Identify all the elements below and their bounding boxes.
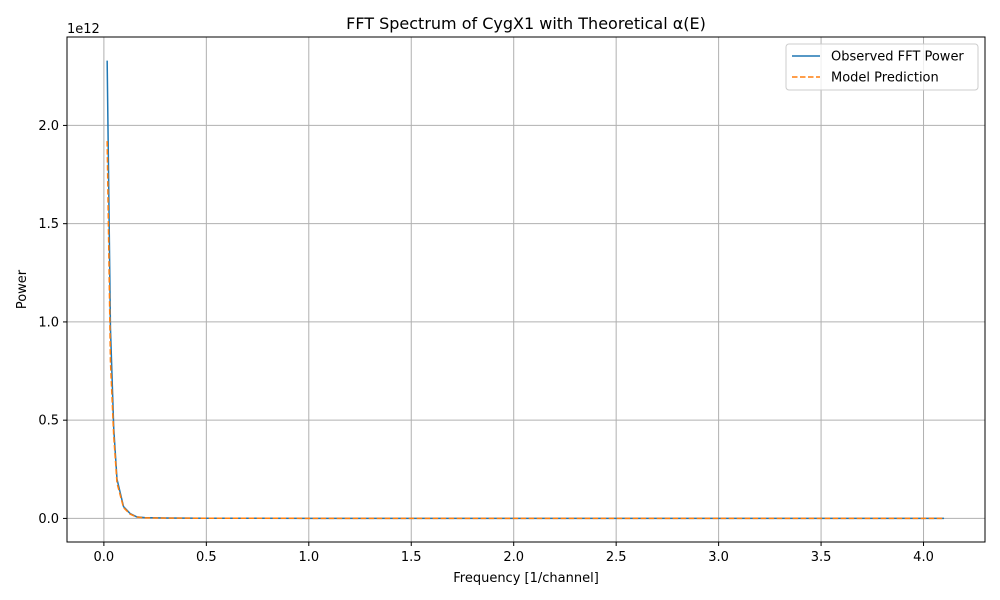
series-layer: [106, 60, 945, 520]
y-offset-label: 1e12: [67, 22, 100, 37]
grid-layer: [67, 37, 985, 542]
y-tick-label: 1.5: [38, 217, 59, 232]
x-tick-label: 0.0: [94, 550, 115, 565]
model-series-line: [106, 141, 945, 520]
x-axis-label: Frequency [1/channel]: [453, 571, 599, 586]
x-tick-label: 2.5: [606, 550, 627, 565]
y-tick-label: 0.5: [38, 414, 59, 429]
x-tick-label: 3.5: [811, 550, 832, 565]
chart-title: FFT Spectrum of CygX1 with Theoretical α…: [346, 14, 706, 33]
legend: Observed FFT Power Model Prediction: [785, 43, 979, 91]
y-tick-label: 0.0: [38, 512, 59, 527]
legend-box: [785, 43, 979, 91]
legend-label-observed: Observed FFT Power: [831, 50, 964, 65]
x-tick-label: 1.0: [298, 550, 319, 565]
x-tick-label: 1.5: [401, 550, 422, 565]
x-tick-label: 2.0: [503, 550, 524, 565]
x-tick-label: 3.0: [708, 550, 729, 565]
tick-layer: 0.0 0.5 1.0 1.5 2.0 2.5 3.0 3.5 4.0 0.0 0.5 1.0 1.5 2…: [38, 119, 934, 565]
legend-label-model: Model Prediction: [831, 71, 939, 86]
y-tick-label: 1.0: [38, 315, 59, 330]
x-tick-label: 4.0: [913, 550, 934, 565]
observed-series-line: [106, 60, 945, 520]
y-tick-label: 2.0: [38, 119, 59, 134]
x-tick-label: 0.5: [196, 550, 217, 565]
plot-frame: [66, 36, 986, 543]
y-axis-label: Power: [15, 269, 30, 309]
